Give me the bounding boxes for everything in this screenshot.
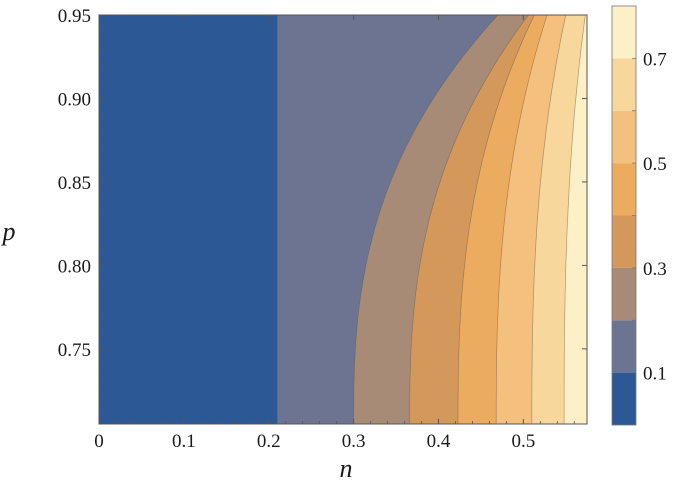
y-tick-label: 0.95 <box>58 6 91 27</box>
contour-line <box>531 15 567 424</box>
colorbar-segment <box>612 372 636 425</box>
x-tick-label: 0.1 <box>172 431 196 452</box>
x-tick-label: 0.5 <box>511 431 535 452</box>
contour-line <box>457 15 535 424</box>
contour-line <box>409 15 529 424</box>
colorbar-tick-label: 0.1 <box>643 364 667 385</box>
y-axis-label: p <box>1 217 16 246</box>
contour-line <box>353 15 499 424</box>
y-tick-label: 0.75 <box>58 340 91 361</box>
colorbar-segment <box>612 215 636 268</box>
contour-line <box>495 15 548 424</box>
x-axis-label: n <box>340 454 353 482</box>
x-tick-label: 0.2 <box>257 431 281 452</box>
colorbar-segment <box>612 163 636 216</box>
contour-line <box>563 15 586 424</box>
x-tick-label: 0.3 <box>342 431 366 452</box>
colorbar-tick-label: 0.7 <box>643 49 667 70</box>
y-tick-label: 0.85 <box>58 173 91 194</box>
plot-frame <box>98 14 588 425</box>
colorbar: 0.1 0.3 0.5 0.7 <box>611 5 667 426</box>
x-tick-label: 0 <box>94 431 104 452</box>
colorbar-segment <box>612 110 636 164</box>
colorbar-segment <box>612 58 636 111</box>
colorbar-tick-label: 0.5 <box>643 154 667 175</box>
y-tick-label: 0.90 <box>58 89 91 110</box>
y-tick-label: 0.80 <box>58 256 91 277</box>
colorbar-segment <box>612 267 636 321</box>
x-axis: 0 0.1 0.2 0.3 0.4 0.5 <box>94 15 575 452</box>
x-tick-label: 0.4 <box>427 431 451 452</box>
colorbar-tick-label: 0.3 <box>643 259 667 280</box>
contour-band <box>99 15 278 424</box>
colorbar-segment <box>612 6 636 59</box>
y-axis: 0.75 0.80 0.85 0.90 0.95 <box>58 6 587 417</box>
colorbar-segment <box>612 320 636 373</box>
contour-bands <box>99 15 587 424</box>
